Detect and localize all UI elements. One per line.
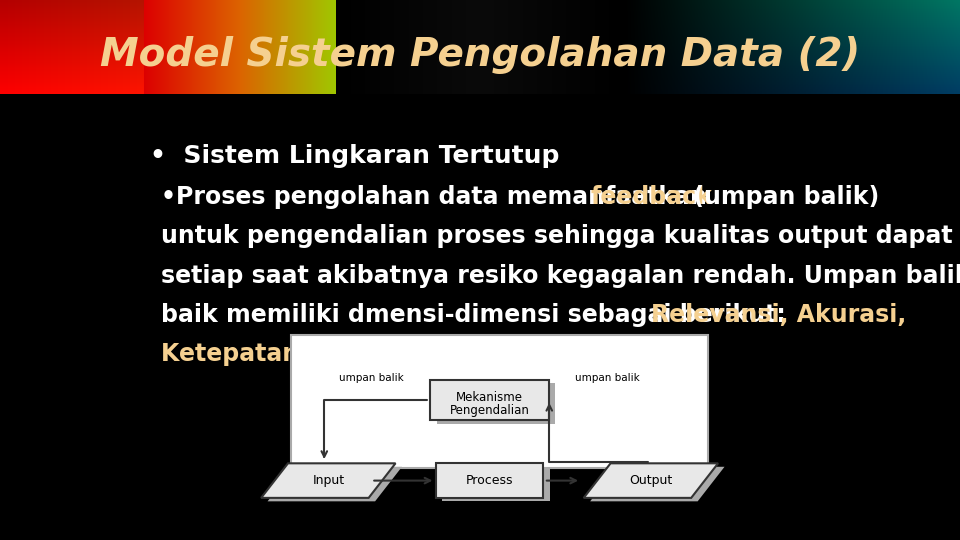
Text: Mekanisme: Mekanisme: [456, 390, 523, 403]
Polygon shape: [584, 463, 718, 498]
Text: Relevansi, Akurasi,: Relevansi, Akurasi,: [652, 302, 907, 327]
Text: •Proses pengolahan data memanfaatkan: •Proses pengolahan data memanfaatkan: [161, 185, 715, 210]
Text: Pengendalian: Pengendalian: [449, 403, 530, 416]
Polygon shape: [268, 467, 402, 501]
Text: Ketepatan Waktu, Kelengkapan: Ketepatan Waktu, Kelengkapan: [161, 342, 583, 366]
Text: Model Sistem Pengolahan Data (2): Model Sistem Pengolahan Data (2): [100, 36, 860, 74]
Text: (umpan balik): (umpan balik): [684, 185, 879, 210]
Polygon shape: [590, 467, 725, 501]
Text: baik memiliki dmensi-dimensi sebagai berikut:: baik memiliki dmensi-dimensi sebagai ber…: [161, 302, 794, 327]
Text: untuk pengendalian proses sehingga kualitas output dapat diukur: untuk pengendalian proses sehingga kuali…: [161, 225, 960, 248]
Text: Process: Process: [466, 474, 514, 487]
FancyBboxPatch shape: [291, 335, 708, 468]
Text: umpan balik: umpan balik: [339, 373, 404, 383]
Text: Output: Output: [629, 474, 673, 487]
Text: feedback: feedback: [590, 185, 712, 210]
Text: umpan balik: umpan balik: [575, 373, 640, 383]
Text: Input: Input: [312, 474, 345, 487]
FancyBboxPatch shape: [443, 467, 550, 501]
Text: •  Sistem Lingkaran Tertutup: • Sistem Lingkaran Tertutup: [150, 144, 559, 168]
Polygon shape: [261, 463, 396, 498]
FancyBboxPatch shape: [430, 380, 549, 420]
Text: setiap saat akibatnya resiko kegagalan rendah. Umpan balik yang: setiap saat akibatnya resiko kegagalan r…: [161, 264, 960, 288]
FancyBboxPatch shape: [436, 463, 543, 498]
FancyBboxPatch shape: [437, 383, 555, 423]
